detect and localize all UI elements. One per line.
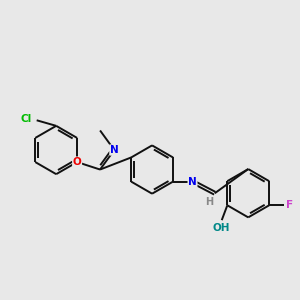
- Text: N: N: [188, 177, 197, 187]
- Text: H: H: [205, 196, 213, 207]
- Text: OH: OH: [213, 223, 230, 233]
- Text: N: N: [110, 145, 118, 155]
- Text: F: F: [286, 200, 293, 210]
- Text: O: O: [73, 157, 82, 167]
- Text: Cl: Cl: [21, 114, 32, 124]
